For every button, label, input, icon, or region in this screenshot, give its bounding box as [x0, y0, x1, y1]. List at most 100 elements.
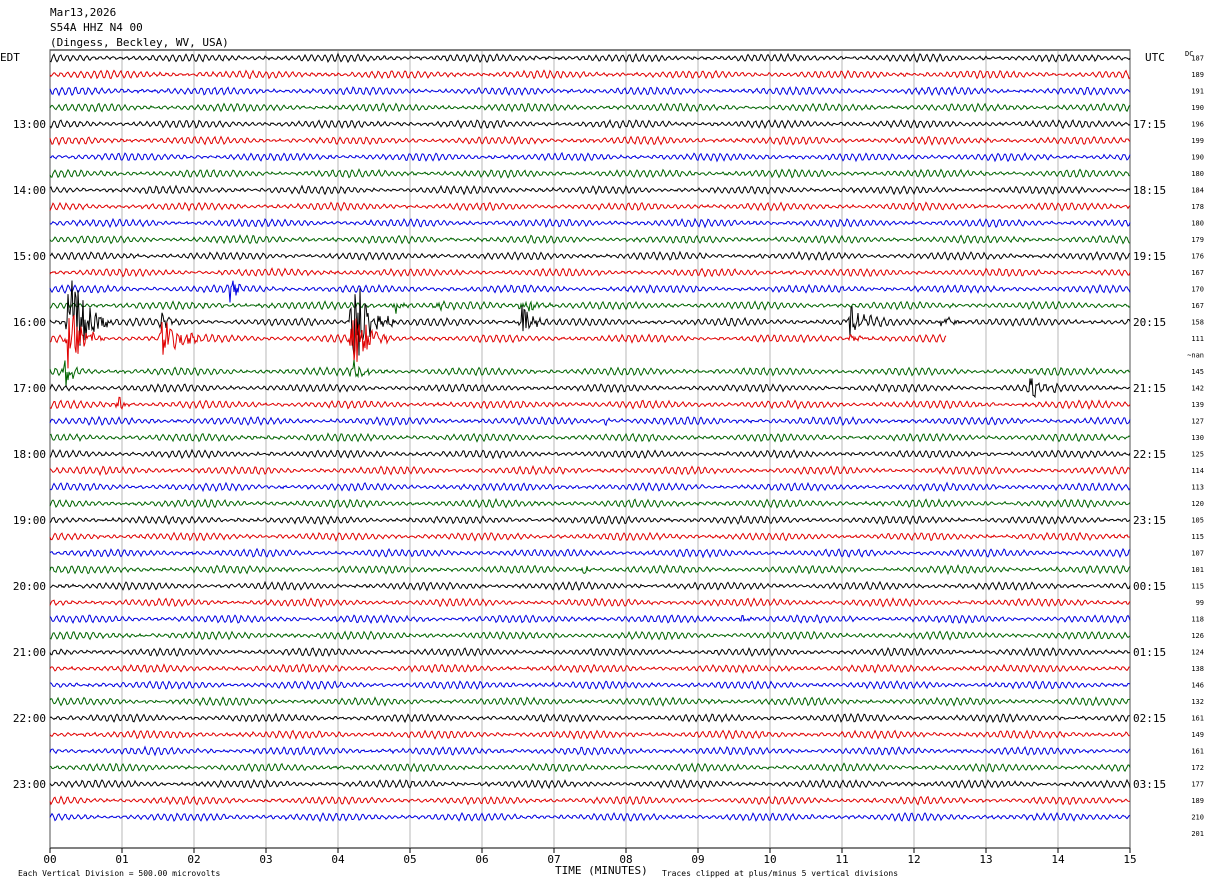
- right-hour-label: 21:15: [1133, 382, 1166, 395]
- station-code: S54A HHZ N4 00: [50, 21, 143, 34]
- right-hour-label: 23:15: [1133, 514, 1166, 527]
- left-hour-label: 20:00: [13, 580, 46, 593]
- x-tick-label-11: 11: [835, 853, 848, 866]
- left-hour-label: 18:00: [13, 448, 46, 461]
- seismic-traces: [50, 54, 1130, 821]
- left-hour-label: 17:00: [13, 382, 46, 395]
- left-hour-label: 16:00: [13, 316, 46, 329]
- dc-offset-value: 138: [1191, 665, 1204, 673]
- trace-line: [50, 483, 1130, 491]
- right-timezone-label: UTC: [1145, 51, 1165, 64]
- dc-offset-value: 107: [1191, 550, 1204, 558]
- trace-line: [50, 615, 1130, 623]
- trace-line: [50, 664, 1130, 672]
- dc-offset-value: 145: [1191, 368, 1204, 376]
- dc-offset-value: 113: [1191, 484, 1204, 492]
- trace-line: [50, 120, 1130, 128]
- trace-line: [50, 516, 1130, 524]
- trace-line: [50, 169, 1130, 177]
- dc-offset-value: 99: [1196, 599, 1204, 607]
- trace-line: [50, 219, 1130, 227]
- trace-line: [50, 681, 1130, 689]
- x-tick-label-15: 15: [1123, 853, 1136, 866]
- dc-offset-labels: 1871891911901961991901801841781801791761…: [1187, 55, 1204, 839]
- dc-offset-value: 176: [1191, 253, 1204, 261]
- dc-offset-value: 170: [1191, 286, 1204, 294]
- x-tick-label-01: 01: [115, 853, 128, 866]
- trace-line: [50, 714, 1130, 722]
- dc-offset-value: 201: [1191, 830, 1204, 838]
- right-hour-label: 00:15: [1133, 580, 1166, 593]
- dc-offset-value: 101: [1191, 566, 1204, 574]
- x-tick-label-14: 14: [1051, 853, 1065, 866]
- dc-offset-value: 180: [1191, 220, 1204, 228]
- dc-offset-value: 115: [1191, 533, 1204, 541]
- dc-offset-value: ~nan: [1187, 352, 1204, 360]
- dc-offset-value: 189: [1191, 71, 1204, 79]
- x-axis-title: TIME (MINUTES): [555, 864, 648, 877]
- station-location: (Dingess, Beckley, WV, USA): [50, 36, 229, 49]
- trace-line: [50, 235, 1130, 243]
- dc-offset-value: 167: [1191, 302, 1204, 310]
- dc-offset-value: 190: [1191, 154, 1204, 162]
- dc-offset-value: 199: [1191, 137, 1204, 145]
- dc-offset-value: 184: [1191, 187, 1204, 195]
- dc-offset-value: 142: [1191, 385, 1204, 393]
- trace-line: [50, 434, 1130, 442]
- trace-line: [50, 252, 1130, 260]
- left-hour-label: 19:00: [13, 514, 46, 527]
- trace-line: [50, 780, 1130, 788]
- trace-line: [50, 153, 1130, 161]
- trace-line: [50, 698, 1130, 706]
- clip-note: Traces clipped at plus/minus 5 vertical …: [662, 869, 898, 878]
- dc-offset-value: 114: [1191, 467, 1204, 475]
- dc-offset-value: 187: [1191, 55, 1204, 63]
- trace-line: [50, 397, 1130, 408]
- dc-offset-value: 161: [1191, 715, 1204, 723]
- trace-line: [50, 103, 1130, 111]
- trace-line: [50, 598, 1130, 606]
- trace-line: [50, 813, 1130, 821]
- trace-line: [50, 378, 1130, 397]
- trace-line: [50, 582, 1130, 590]
- trace-line: [50, 70, 1130, 78]
- trace-line: [50, 137, 1130, 145]
- dc-offset-value: 111: [1191, 335, 1204, 343]
- right-hour-label: 22:15: [1133, 448, 1166, 461]
- dc-offset-value: 130: [1191, 434, 1204, 442]
- x-tick-label-09: 09: [691, 853, 704, 866]
- dc-offset-value: 190: [1191, 104, 1204, 112]
- left-hour-label: 15:00: [13, 250, 46, 263]
- dc-offset-value: 189: [1191, 797, 1204, 805]
- dc-offset-value: 118: [1191, 616, 1204, 624]
- trace-line: [50, 533, 1130, 541]
- trace-line: [50, 631, 1130, 639]
- trace-line: [50, 731, 1130, 739]
- trace-line: [50, 268, 1130, 276]
- left-hour-label: 14:00: [13, 184, 46, 197]
- trace-line: [50, 747, 1130, 755]
- dc-offset-value: 127: [1191, 418, 1204, 426]
- x-tick-label-06: 06: [475, 853, 488, 866]
- trace-line: [50, 54, 1130, 62]
- trace-line: [50, 360, 1130, 387]
- dc-offset-value: 105: [1191, 517, 1204, 525]
- right-hour-label: 02:15: [1133, 712, 1166, 725]
- trace-line: [50, 281, 1130, 303]
- record-date: Mar13,2026: [50, 6, 116, 19]
- dc-offset-value: 210: [1191, 814, 1204, 822]
- trace-line: [50, 417, 1130, 425]
- dc-offset-value: 125: [1191, 451, 1204, 459]
- x-tick-label-02: 02: [187, 853, 200, 866]
- x-tick-label-00: 00: [43, 853, 56, 866]
- trace-line: [50, 648, 1130, 656]
- x-tick-label-10: 10: [763, 853, 776, 866]
- right-hour-label: 19:15: [1133, 250, 1166, 263]
- right-hour-label: 01:15: [1133, 646, 1166, 659]
- right-hour-label: 18:15: [1133, 184, 1166, 197]
- x-tick-label-04: 04: [331, 853, 345, 866]
- x-tick-label-03: 03: [259, 853, 272, 866]
- left-hour-label: 22:00: [13, 712, 46, 725]
- dc-offset-value: 178: [1191, 203, 1204, 211]
- trace-line: [50, 301, 1130, 313]
